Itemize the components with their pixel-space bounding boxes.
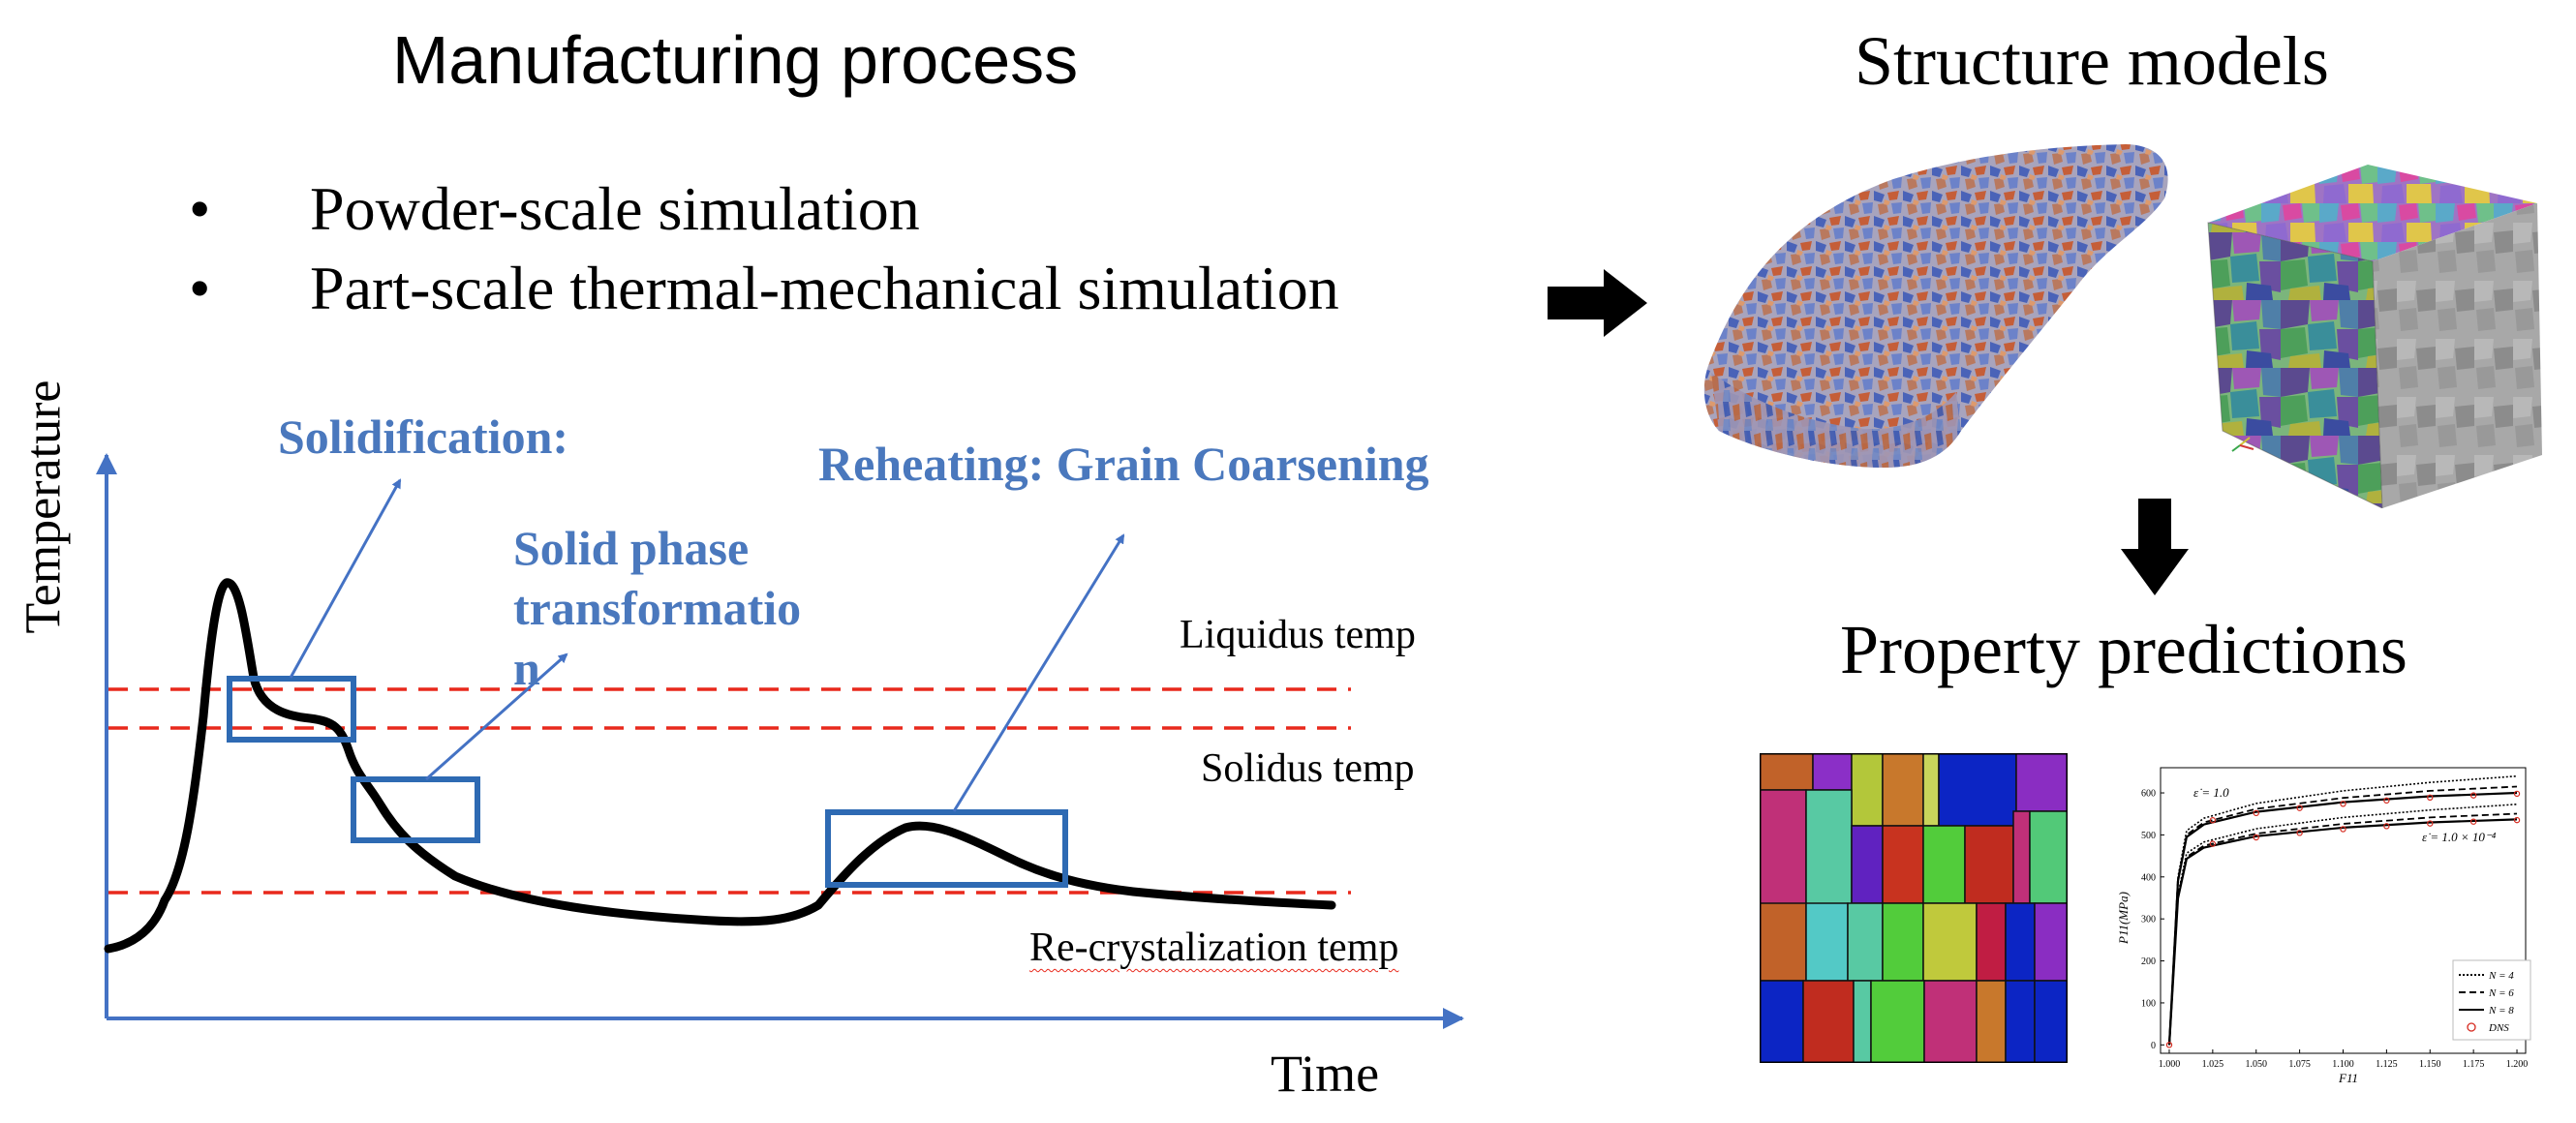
- thermal-history-diagram: [96, 453, 1464, 1029]
- y-axis-label: Temperature: [15, 379, 72, 634]
- y-tick-label: 400: [2141, 872, 2156, 883]
- chart-ticks: 1.000 1.025 1.050 1.075 1.100 1.125 1.150 1.175…: [2141, 789, 2528, 1070]
- dns-point: [2383, 823, 2390, 830]
- solidus-label: Solidus temp: [1201, 746, 1415, 791]
- dns-point: [2296, 804, 2303, 811]
- rve-grain-grid: [1760, 753, 2068, 1063]
- x-tick-label: 1.175: [2463, 1059, 2485, 1070]
- liquidus-label: Liquidus temp: [1180, 613, 1416, 657]
- solid-phase-label: Solid phase transformatio n: [513, 521, 802, 695]
- structure-models-title: Structure models: [1855, 22, 2329, 100]
- x-tick-label: 1.150: [2419, 1059, 2441, 1070]
- legend-label: N = 6: [2488, 987, 2514, 999]
- y-tick-label: 300: [2141, 915, 2156, 926]
- reheating-arrow: [952, 533, 1125, 812]
- strain-rate-low-annotation: ε̇ = 1.0 × 10⁻⁴: [2422, 830, 2497, 844]
- manufacturing-title: Manufacturing process: [392, 22, 1079, 98]
- dns-point: [2165, 1042, 2173, 1048]
- bullet-symbol: •: [189, 254, 211, 322]
- y-tick-label: 0: [2151, 1041, 2156, 1051]
- x-tick-label: 1.200: [2506, 1059, 2529, 1070]
- dns-point: [2383, 797, 2390, 804]
- dns-point: [2296, 830, 2303, 836]
- dns-point: [2513, 790, 2521, 798]
- y-tick-label: 500: [2141, 831, 2156, 841]
- x-tick-label: 1.100: [2332, 1059, 2354, 1070]
- dns-point: [2253, 809, 2259, 817]
- y-tick-label: 600: [2141, 789, 2156, 800]
- stress-strain-chart: 1.000 1.025 1.050 1.075 1.100 1.125 1.150 1.175…: [2114, 750, 2540, 1084]
- chart-xlabel: F11: [2338, 1071, 2358, 1084]
- dns-point: [2469, 792, 2477, 799]
- property-predictions-title: Property predictions: [1840, 611, 2407, 688]
- grain-cube-model: [2207, 165, 2542, 508]
- strain-rate-high-annotation: ε̇ = 1.0: [2193, 785, 2229, 800]
- solidification-arrow: [289, 478, 402, 679]
- dns-point: [2427, 820, 2434, 827]
- axis-triad-icon: [2231, 437, 2254, 452]
- bullet-text: Powder-scale simulation: [310, 174, 920, 243]
- solidification-label: Solidification:: [278, 410, 569, 464]
- bullet-item: • Part-scale thermal-mechanical simulati…: [189, 249, 1339, 328]
- x-axis-label: Time: [1271, 1045, 1380, 1103]
- bullet-symbol: •: [189, 174, 211, 243]
- x-tick-label: 1.025: [2202, 1059, 2224, 1070]
- dns-point: [2427, 794, 2434, 802]
- chart-ylabel: P11(MPa): [2116, 892, 2131, 945]
- right-arrow-icon: [1548, 269, 1647, 337]
- solidification-box: [227, 676, 356, 743]
- x-tick-label: 1.050: [2245, 1059, 2267, 1070]
- dns-point: [2513, 816, 2521, 824]
- series-line-N8: [2167, 791, 2518, 1046]
- down-arrow-icon: [2121, 499, 2189, 595]
- legend-label: N = 8: [2488, 1005, 2514, 1017]
- bullet-list: • Powder-scale simulation • Part-scale t…: [189, 169, 1339, 328]
- x-tick-label: 1.075: [2288, 1059, 2311, 1070]
- legend-swatch: [2467, 1022, 2476, 1032]
- chart-legend: N = 4 N = 6 N = 8 DNS: [2452, 959, 2531, 1041]
- legend-label: DNS: [2488, 1022, 2509, 1034]
- solid-phase-box: [351, 776, 480, 843]
- dns-point: [2253, 834, 2259, 841]
- temperature-curve: [104, 578, 1336, 954]
- chart-series: [2165, 774, 2521, 1048]
- series-line-low-N4: [2168, 804, 2518, 1046]
- x-tick-label: 1.000: [2159, 1059, 2181, 1070]
- y-tick-label: 100: [2141, 998, 2156, 1009]
- recrystallization-label: Re-crystalization temp: [1029, 926, 1399, 970]
- series-line-low-N8: [2167, 818, 2518, 1046]
- dns-point: [2340, 801, 2346, 807]
- dns-point: [2469, 818, 2477, 825]
- dns-point: [2209, 840, 2217, 847]
- reheating-label: Reheating: Grain Coarsening: [818, 437, 1429, 491]
- x-tick-label: 1.125: [2376, 1059, 2398, 1070]
- legend-label: N = 4: [2488, 970, 2514, 982]
- bullet-item: • Powder-scale simulation: [189, 169, 1339, 249]
- solid-phase-arrow: [425, 653, 568, 781]
- y-tick-label: 200: [2141, 956, 2156, 967]
- bullet-text: Part-scale thermal-mechanical simulation: [310, 254, 1339, 322]
- dns-point: [2340, 826, 2346, 833]
- dns-point: [2209, 817, 2217, 824]
- melt-pool-model: [1703, 144, 2168, 468]
- reheating-box: [825, 809, 1068, 888]
